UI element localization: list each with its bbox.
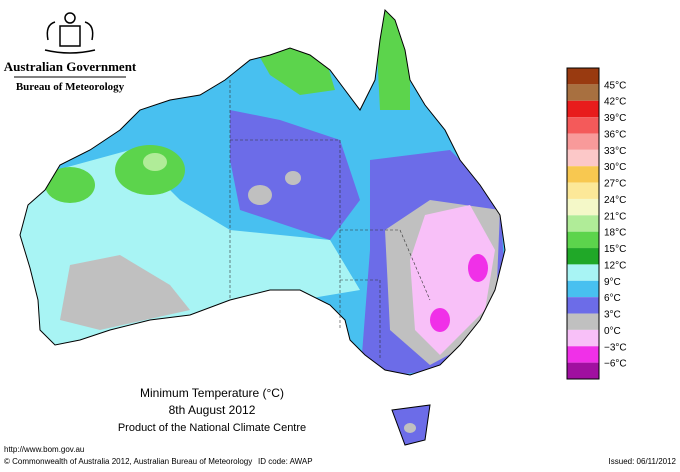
legend-label: 18°C (604, 228, 626, 239)
legend-swatch (567, 313, 599, 330)
legend-label: 45°C (604, 80, 626, 91)
legend: 45°C 42°C 39°C 36°C 33°C 30°C 27°C 24°C 21°C 18°C… (566, 67, 627, 380)
legend-label: 3°C (604, 310, 621, 321)
legend-swatch (567, 248, 599, 265)
legend-frame (566, 67, 600, 380)
legend-label: 21°C (604, 211, 626, 222)
map-date: 8th August 2012 (169, 403, 256, 417)
legend-swatch (567, 280, 599, 298)
legend-label: 42°C (604, 97, 626, 108)
state-borders (229, 80, 431, 360)
legend-label: 27°C (604, 179, 626, 190)
id-code: ID code: AWAP (258, 457, 313, 466)
legend-swatch (567, 149, 599, 167)
legend-label: 9°C (604, 277, 621, 288)
legend-label: 30°C (604, 162, 626, 173)
tasmania-zone (404, 423, 416, 433)
map-product: Product of the National Climate Centre (118, 422, 306, 434)
legend-swatch (567, 231, 599, 249)
legend-swatch (567, 68, 599, 85)
coastline (19, 8, 506, 376)
legend-swatch (567, 166, 599, 183)
legend-label: 12°C (604, 260, 626, 271)
legend-swatch (567, 346, 599, 363)
legend-label: −3°C (604, 342, 627, 353)
map-title: Minimum Temperature (°C) (140, 386, 284, 400)
legend-swatch (567, 329, 599, 347)
legend-label: 24°C (604, 195, 626, 206)
agency: Bureau of Meteorology (16, 81, 125, 93)
issued: Issued: 06/11/2012 (609, 457, 677, 466)
legend-swatch (567, 198, 599, 216)
legend-swatch (567, 133, 599, 150)
legend-swatch (567, 362, 599, 379)
government: Australian Government (4, 59, 137, 74)
copyright: © Commonwealth of Australia 2012, Austra… (4, 457, 252, 466)
legend-swatch (567, 264, 599, 281)
legend-label: 6°C (604, 293, 621, 304)
coat-of-arms (44, 12, 96, 54)
legend-label: 33°C (604, 146, 626, 157)
legend-label: 39°C (604, 113, 626, 124)
legend-label: 0°C (604, 326, 621, 337)
legend-swatch (567, 182, 599, 199)
legend-swatch (567, 100, 599, 118)
legend-label: −6°C (604, 359, 627, 370)
legend-swatch (567, 215, 599, 232)
url: http://www.bom.gov.au (4, 445, 84, 454)
legend-swatch (567, 117, 599, 134)
legend-swatch (567, 84, 599, 101)
legend-swatch (567, 297, 599, 314)
legend-label: 15°C (604, 244, 626, 255)
legend-label: 36°C (604, 129, 626, 140)
